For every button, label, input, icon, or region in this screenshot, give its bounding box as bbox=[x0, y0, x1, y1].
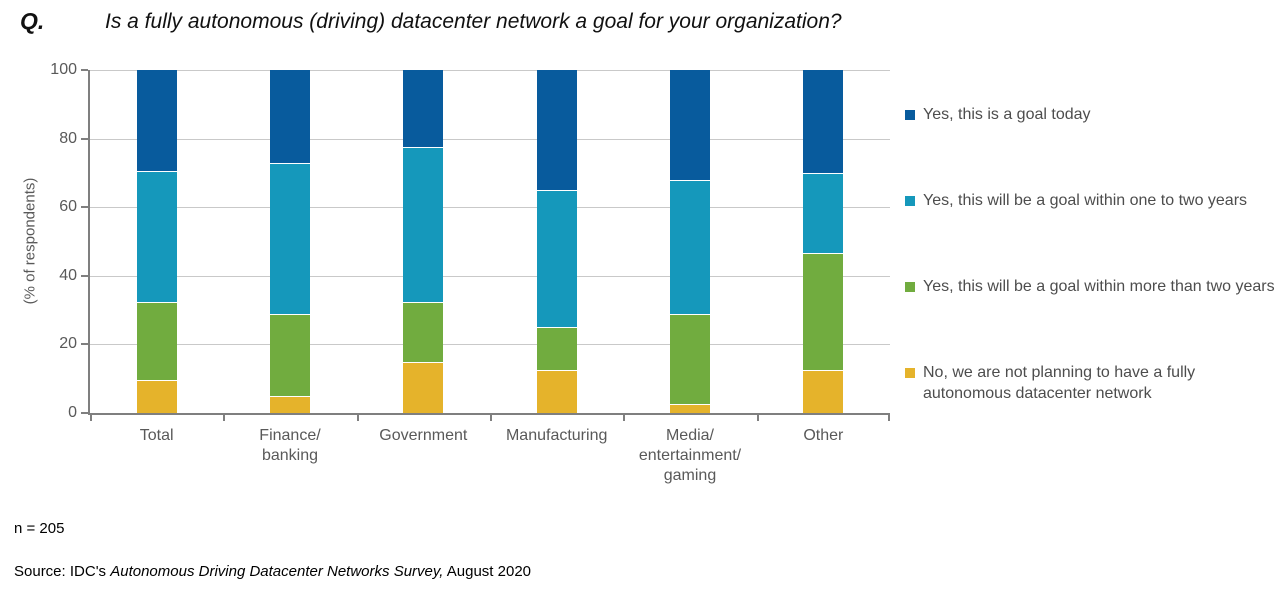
y-tick-label-80: 80 bbox=[59, 129, 77, 147]
x-tick-mark-3 bbox=[490, 413, 492, 421]
bar-segment-series0 bbox=[536, 70, 577, 191]
bar-segment-series0 bbox=[803, 70, 844, 173]
bar-segment-series2 bbox=[670, 313, 710, 405]
bar-segment-series0 bbox=[136, 70, 177, 172]
bar-segment-series2 bbox=[403, 301, 444, 362]
x-label-0: Total bbox=[139, 427, 174, 444]
y-axis-title: (% of respondents) bbox=[21, 177, 39, 305]
plot-area: 0 20 40 60 80 100 Total Finance/ banking Govern… bbox=[50, 61, 890, 484]
bar-segment-series3 bbox=[670, 404, 710, 413]
y-tick-mark-40 bbox=[81, 274, 88, 277]
bar-segment-series3 bbox=[403, 361, 444, 413]
legend-item-3: No, we are not planning to have a fully … bbox=[905, 362, 1275, 404]
y-tick-label-60: 60 bbox=[59, 198, 77, 216]
source-line: Source: IDC's Autonomous Driving Datacen… bbox=[14, 563, 531, 580]
bar-finance bbox=[270, 70, 310, 413]
bar-segment-series0 bbox=[270, 70, 310, 163]
bar-segment-series2 bbox=[270, 313, 310, 396]
bar-segment-series2 bbox=[136, 301, 177, 381]
x-label-1: Finance/ banking bbox=[259, 427, 321, 464]
y-tick-label-20: 20 bbox=[59, 335, 77, 353]
bar-government bbox=[403, 70, 444, 413]
legend-label-3: No, we are not planning to have a fully … bbox=[923, 364, 1196, 402]
y-tick-label-100: 100 bbox=[50, 61, 77, 78]
bar-segment-series1 bbox=[536, 190, 577, 328]
bar-segment-series1 bbox=[136, 171, 177, 302]
question-label: Q. bbox=[20, 8, 45, 34]
x-tick-mark-5 bbox=[756, 413, 759, 421]
legend-swatch-icon bbox=[905, 196, 915, 206]
bar-segment-series3 bbox=[270, 395, 310, 413]
legend-item-1: Yes, this will be a goal within one to t… bbox=[905, 190, 1275, 211]
legend-swatch-icon bbox=[905, 282, 915, 292]
x-label-5: Other bbox=[803, 427, 844, 444]
y-tick-mark-0 bbox=[81, 412, 88, 414]
gridline-20 bbox=[90, 344, 890, 346]
bar-segment-series3 bbox=[136, 380, 177, 413]
legend-label-0: Yes, this is a goal today bbox=[923, 106, 1091, 123]
legend-label-2: Yes, this will be a goal within more tha… bbox=[923, 278, 1275, 295]
y-tick-label-40: 40 bbox=[59, 266, 77, 284]
bar-segment-series2 bbox=[803, 253, 844, 371]
gridline-100 bbox=[90, 70, 890, 71]
bar-segment-series0 bbox=[403, 70, 444, 148]
x-tick-mark-6 bbox=[888, 413, 890, 421]
source-prefix: Source: IDC's bbox=[14, 563, 111, 580]
bar-segment-series1 bbox=[670, 179, 710, 314]
legend-item-0: Yes, this is a goal today bbox=[905, 104, 1275, 125]
bar-total bbox=[136, 70, 177, 413]
gridline-60 bbox=[90, 207, 890, 209]
bar-other bbox=[803, 70, 844, 413]
x-tick-mark-2 bbox=[356, 413, 359, 421]
x-tick-mark-4 bbox=[623, 413, 626, 421]
bar-media bbox=[670, 70, 710, 413]
bar-manufacturing bbox=[536, 70, 577, 413]
source-survey-name: Autonomous Driving Datacenter Networks S… bbox=[110, 563, 444, 580]
chart-title: Is a fully autonomous (driving) datacent… bbox=[105, 10, 842, 33]
legend-swatch-icon bbox=[905, 368, 915, 378]
bar-segment-series3 bbox=[803, 370, 844, 413]
y-tick-mark-80 bbox=[81, 137, 88, 140]
x-tick-mark-1 bbox=[223, 413, 226, 421]
legend-item-2: Yes, this will be a goal within more tha… bbox=[905, 276, 1275, 297]
y-tick-label-0: 0 bbox=[68, 404, 77, 421]
x-tick-mark-0 bbox=[90, 413, 92, 421]
sample-size-label: n = 205 bbox=[14, 520, 65, 537]
y-tick-mark-100 bbox=[81, 69, 88, 71]
x-label-2: Government bbox=[379, 427, 468, 444]
bar-segment-series1 bbox=[803, 172, 844, 254]
x-label-3: Manufacturing bbox=[505, 427, 608, 444]
bar-segment-series2 bbox=[536, 327, 577, 371]
legend-swatch-icon bbox=[905, 110, 915, 120]
bar-segment-series1 bbox=[270, 162, 310, 314]
source-suffix: August 2020 bbox=[443, 563, 532, 580]
bar-segment-series1 bbox=[403, 147, 444, 302]
y-tick-mark-60 bbox=[81, 206, 88, 209]
bar-segment-series0 bbox=[670, 70, 710, 180]
legend-label-1: Yes, this will be a goal within one to t… bbox=[923, 192, 1248, 209]
gridline-80 bbox=[90, 138, 890, 140]
bar-segment-series3 bbox=[536, 370, 577, 413]
y-tick-mark-20 bbox=[81, 343, 88, 346]
x-label-4: Media/ entertainment/ gaming bbox=[638, 427, 742, 484]
gridline-40 bbox=[90, 275, 890, 277]
